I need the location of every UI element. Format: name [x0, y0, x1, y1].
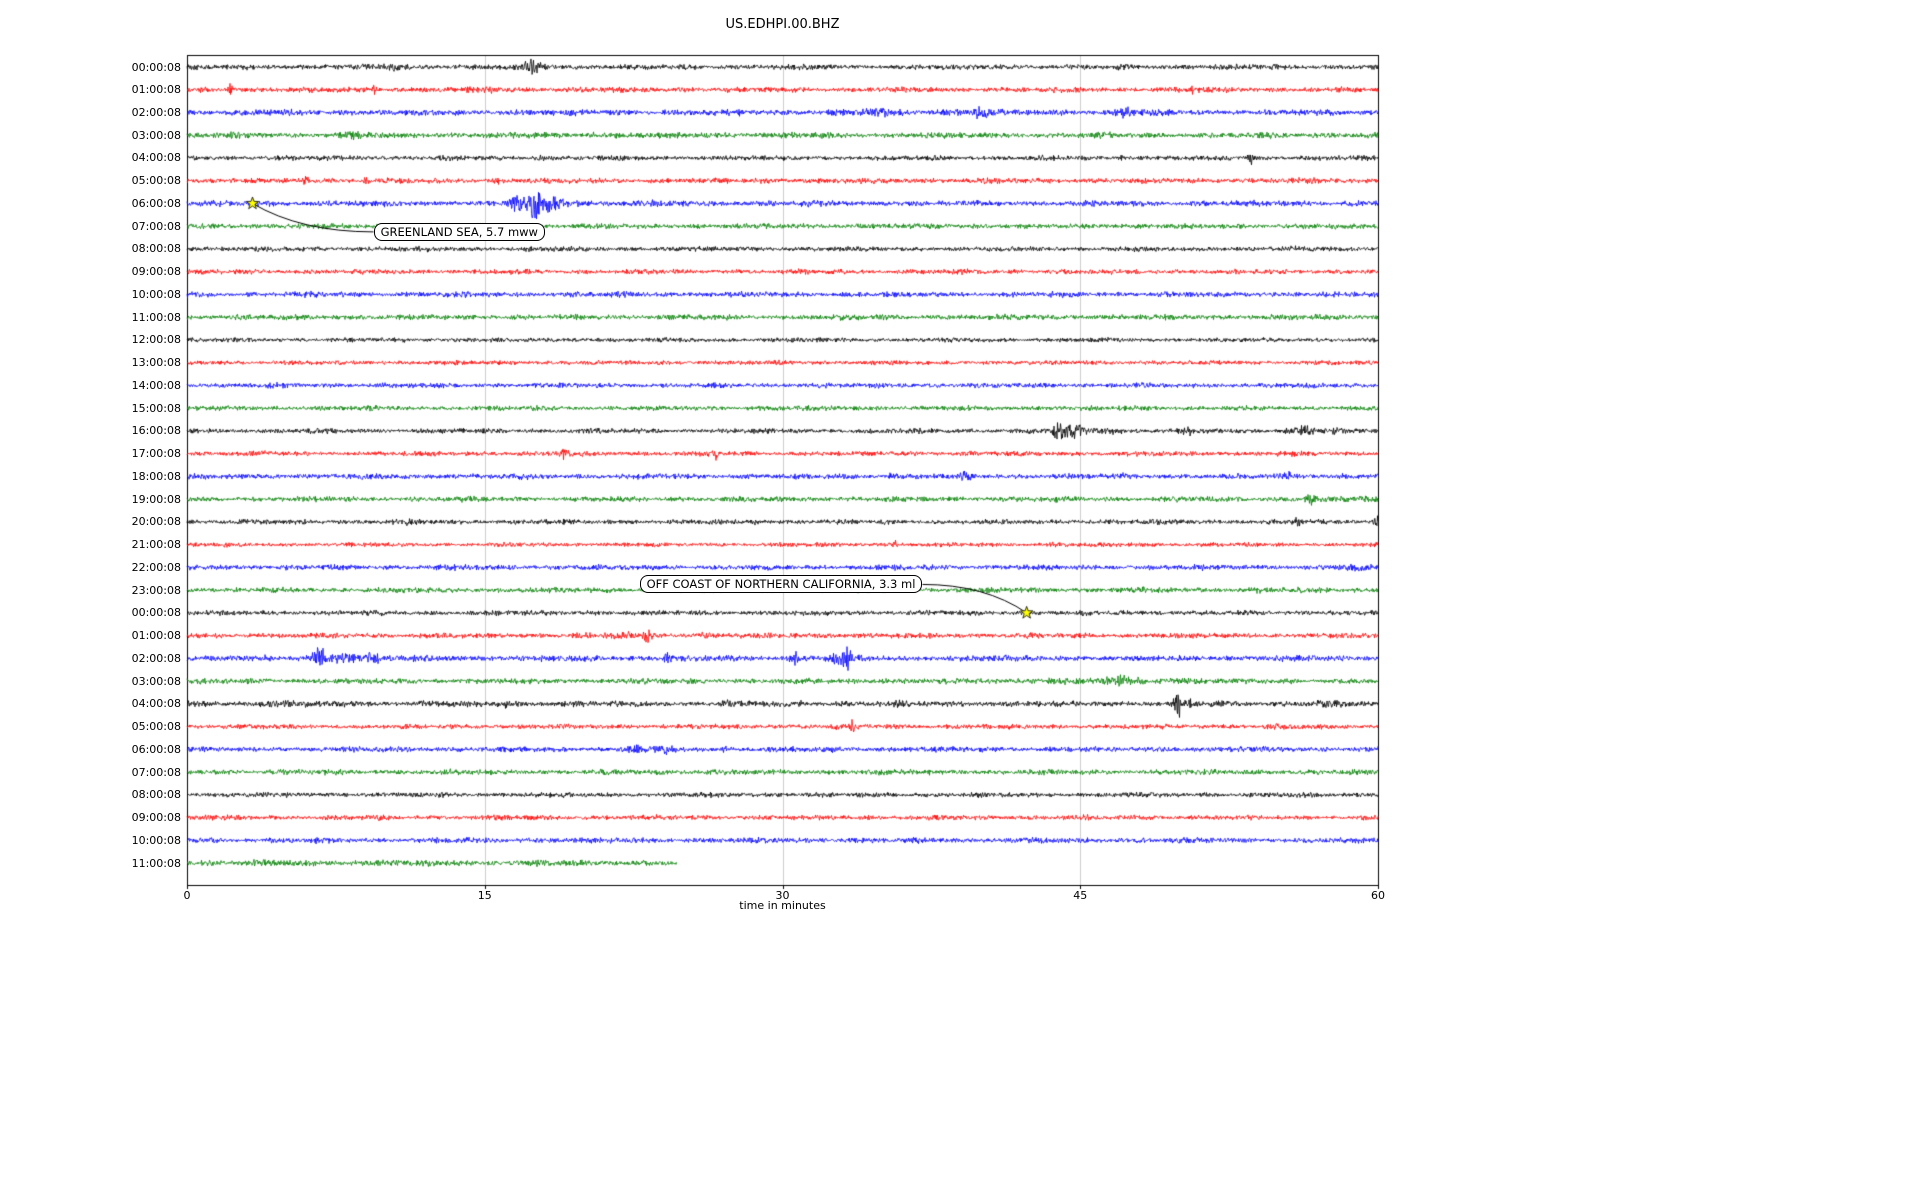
trace-time-label: 03:00:08 [131, 674, 181, 688]
trace-time-label: 18:00:08 [131, 469, 181, 483]
trace-time-label: 08:00:08 [131, 242, 181, 256]
trace-time-label: 13:00:08 [131, 356, 181, 370]
x-tick-label: 15 [477, 889, 492, 902]
x-tick-label: 60 [1371, 889, 1385, 902]
trace-time-label: 02:00:08 [131, 105, 181, 119]
trace-time-label: 17:00:08 [131, 447, 181, 461]
chart-title: US.EDHPI.00.BHZ [725, 17, 840, 32]
trace-time-label: 04:00:08 [131, 697, 181, 711]
trace-time-label: 14:00:08 [131, 378, 181, 392]
trace-time-label: 08:00:08 [131, 788, 181, 802]
trace-time-label: 09:00:08 [131, 811, 181, 825]
x-axis-label: time in minutes [739, 899, 826, 912]
trace-time-label: 21:00:08 [131, 538, 181, 552]
trace-time-label: 03:00:08 [131, 128, 181, 142]
trace-time-label: 01:00:08 [131, 83, 181, 97]
trace-time-label: 10:00:08 [131, 287, 181, 301]
trace-time-label: 09:00:08 [131, 265, 181, 279]
trace-time-label: 05:00:08 [131, 720, 181, 734]
trace-time-label: 06:00:08 [131, 196, 181, 210]
trace-time-label: 22:00:08 [131, 560, 181, 574]
x-tick-label: 45 [1073, 889, 1088, 902]
trace-time-label: 11:00:08 [131, 856, 181, 870]
trace-time-label: 23:00:08 [131, 583, 181, 597]
event-annotation: GREENLAND SEA, 5.7 mww [373, 222, 545, 241]
x-tick-label: 30 [775, 889, 790, 902]
trace-time-label: 04:00:08 [131, 151, 181, 165]
trace-time-label: 16:00:08 [131, 424, 181, 438]
trace-time-label: 02:00:08 [131, 651, 181, 665]
trace-time-label: 00:00:08 [131, 60, 181, 74]
trace-time-label: 11:00:08 [131, 310, 181, 324]
trace-time-label: 00:00:08 [131, 606, 181, 620]
trace-time-label: 05:00:08 [131, 174, 181, 188]
trace-time-label: 19:00:08 [131, 492, 181, 506]
event-annotation: OFF COAST OF NORTHERN CALIFORNIA, 3.3 ml [639, 575, 923, 594]
trace-time-label: 07:00:08 [131, 219, 181, 233]
trace-time-label: 20:00:08 [131, 515, 181, 529]
trace-time-label: 15:00:08 [131, 401, 181, 415]
trace-time-label: 12:00:08 [131, 333, 181, 347]
trace-time-label: 06:00:08 [131, 742, 181, 756]
trace-time-label: 10:00:08 [131, 833, 181, 847]
trace-time-label: 01:00:08 [131, 629, 181, 643]
x-tick-label: 0 [183, 889, 191, 902]
trace-time-label: 07:00:08 [131, 765, 181, 779]
